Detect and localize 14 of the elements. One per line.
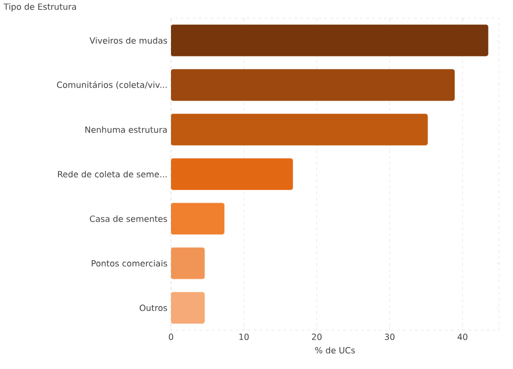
- y-tick-label: Pontos comerciais: [92, 260, 168, 266]
- x-tick-label: 40: [458, 334, 468, 340]
- y-tick-label: Nenhuma estrutura: [85, 126, 167, 133]
- y-tick-label: Rede de coleta de seme...: [58, 170, 167, 178]
- x-tick-label: 30: [384, 334, 394, 340]
- y-axis-title: Tipo de Estrutura: [4, 3, 76, 12]
- x-tick-label: 10: [239, 334, 249, 340]
- y-tick-label: Casa de sementes: [90, 215, 168, 222]
- x-tick-label: 20: [312, 334, 322, 340]
- x-axis-title: % de UCs: [315, 346, 355, 354]
- x-tick-label: 0: [168, 334, 174, 340]
- y-tick-label: Outros: [140, 304, 168, 311]
- y-tick-label: Comunitários (coleta/viv...: [57, 81, 167, 89]
- y-tick-label: Viveiros de mudas: [90, 37, 168, 44]
